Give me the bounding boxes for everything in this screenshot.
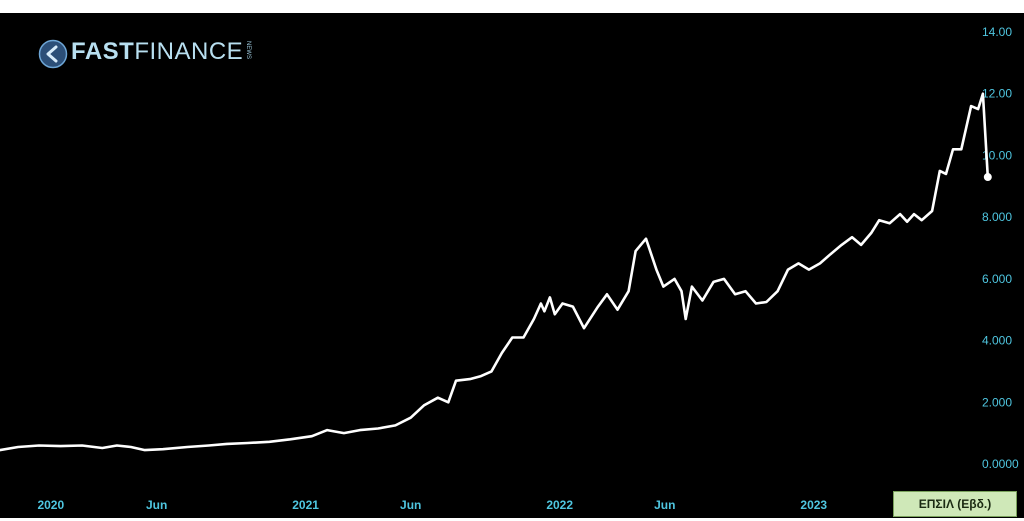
chart-frame: 0.0000 2.000 4.000 6.000 8.000 10.00 12.00 14.0… <box>0 13 1024 518</box>
logo-arrow-icon <box>38 39 68 69</box>
price-series-line <box>0 92 990 452</box>
fastfinance-logo: FASTFINANCE NEWS <box>38 37 260 77</box>
y-tick-label: 4.000 <box>982 334 1012 348</box>
y-tick-label: 8.000 <box>982 210 1012 224</box>
x-tick-label: 2022 <box>546 498 573 512</box>
logo-finance: FINANCE <box>134 38 244 65</box>
logo-subtext: NEWS <box>245 41 251 59</box>
y-tick-label: 6.000 <box>982 272 1012 286</box>
line-chart[interactable]: 0.0000 2.000 4.000 6.000 8.000 10.00 12.00 14.0… <box>0 13 1024 518</box>
x-tick-label: 2023 <box>800 498 827 512</box>
y-axis-ticks: 0.0000 2.000 4.000 6.000 8.000 10.00 12.00 14.0… <box>982 25 1019 471</box>
last-price-marker <box>983 173 992 182</box>
x-tick-label: Jun <box>146 498 167 512</box>
y-tick-label: 0.0000 <box>982 457 1019 471</box>
x-axis-ticks: 2020Jun2021Jun2022Jun2023Jun <box>37 498 929 512</box>
y-tick-label: 2.000 <box>982 395 1012 409</box>
x-tick-label: Jun <box>654 498 675 512</box>
y-tick-label: 14.00 <box>982 25 1012 39</box>
symbol-badge[interactable]: ΕΠΣΙΛ (Εβδ.) <box>893 491 1017 517</box>
y-tick-label: 12.00 <box>982 87 1012 101</box>
logo-fast: FAST <box>71 38 135 65</box>
x-tick-label: Jun <box>400 498 421 512</box>
y-tick-label: 10.00 <box>982 148 1012 162</box>
x-tick-label: 2020 <box>37 498 64 512</box>
x-tick-label: 2021 <box>292 498 319 512</box>
logo-wordmark: FASTFINANCE <box>71 38 243 66</box>
